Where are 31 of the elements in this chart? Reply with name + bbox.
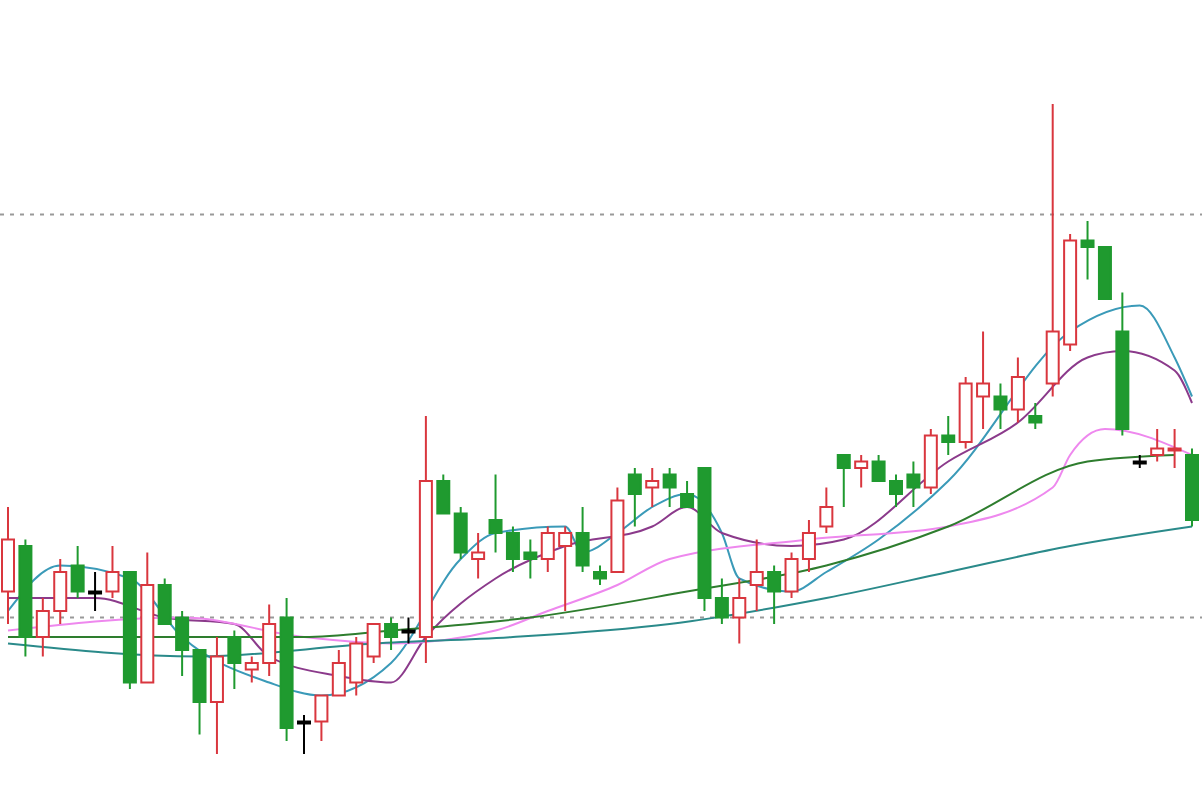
candlestick — [105, 545, 120, 599]
candlestick — [209, 636, 224, 755]
candlestick — [732, 577, 747, 645]
candlestick — [453, 506, 468, 560]
candlestick — [227, 629, 242, 690]
candlestick — [714, 577, 729, 625]
candlestick — [993, 382, 1008, 430]
candlestick — [384, 616, 399, 651]
candlestick — [854, 454, 869, 489]
candlestick — [401, 616, 416, 645]
candlestick — [627, 467, 642, 528]
candlestick — [314, 694, 329, 742]
candlestick — [593, 564, 607, 586]
candlestick — [1167, 428, 1182, 469]
candlestick — [662, 467, 677, 508]
candlestick — [575, 506, 590, 573]
candlestick — [436, 473, 451, 515]
candlestick — [1150, 428, 1165, 463]
candlestick — [819, 486, 834, 534]
candlestick — [941, 415, 956, 456]
candlestick — [366, 623, 381, 664]
candlestick — [836, 454, 851, 508]
candlestick — [297, 714, 311, 755]
candlestick — [749, 538, 764, 612]
candlestick — [1010, 356, 1025, 424]
candlestick — [645, 467, 660, 508]
candlestick — [1028, 402, 1043, 430]
candlestick — [767, 564, 782, 625]
candlestick — [88, 571, 103, 612]
candlestick — [70, 545, 85, 599]
candlestick — [471, 532, 486, 580]
